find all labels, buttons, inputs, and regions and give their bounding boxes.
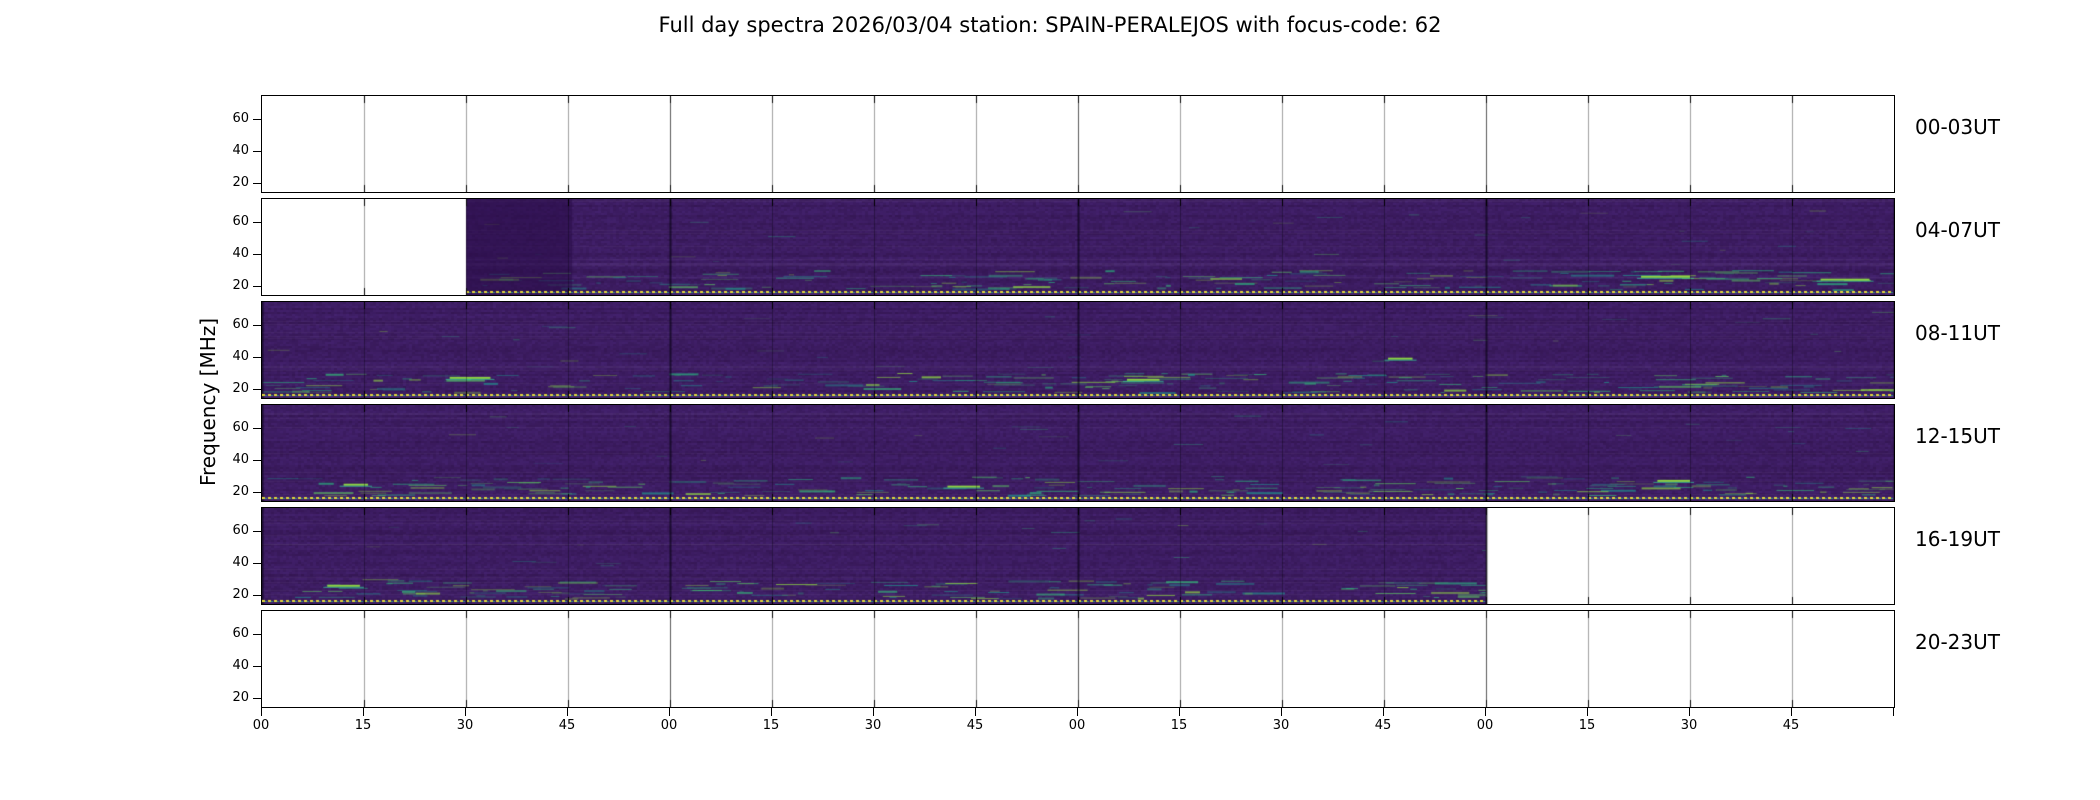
y-tick-label: 20 — [232, 381, 249, 396]
y-tick-label: 20 — [232, 484, 249, 499]
x-tick — [1689, 708, 1690, 716]
y-tick — [253, 698, 261, 699]
x-tick — [261, 708, 262, 716]
y-tick-label: 60 — [232, 523, 249, 538]
y-tick-label: 60 — [232, 214, 249, 229]
y-tick-label: 20 — [232, 690, 249, 705]
panel-time-label: 04-07UT — [1915, 218, 2000, 242]
x-tick-label: 30 — [1680, 718, 1698, 733]
panel-time-label: 12-15UT — [1915, 424, 2000, 448]
y-tick-label: 40 — [232, 452, 249, 467]
y-tick-label: 60 — [232, 626, 249, 641]
y-tick — [253, 563, 261, 564]
panel-time-label: 00-03UT — [1915, 115, 2000, 139]
panel-time-label: 16-19UT — [1915, 527, 2000, 551]
x-tick — [1383, 708, 1384, 716]
spectrogram-canvas — [262, 199, 1894, 295]
y-tick — [253, 119, 261, 120]
x-tick — [1587, 708, 1588, 716]
y-tick-label: 40 — [232, 143, 249, 158]
y-tick-label: 40 — [232, 246, 249, 261]
y-tick — [253, 183, 261, 184]
y-tick — [253, 666, 261, 667]
x-tick-label: 15 — [354, 718, 372, 733]
y-tick — [253, 325, 261, 326]
x-tick-label: 00 — [1476, 718, 1494, 733]
spectrogram-panel-16-19ut — [261, 507, 1895, 605]
y-tick — [253, 634, 261, 635]
x-tick — [1485, 708, 1486, 716]
y-tick — [253, 357, 261, 358]
spectrogram-panel-12-15ut — [261, 404, 1895, 502]
x-tick-label: 00 — [1068, 718, 1086, 733]
spectrogram-canvas — [262, 96, 1894, 192]
y-tick — [253, 531, 261, 532]
y-tick-label: 40 — [232, 349, 249, 364]
y-tick — [253, 389, 261, 390]
y-tick-label: 20 — [232, 278, 249, 293]
y-tick — [253, 428, 261, 429]
y-tick-label: 60 — [232, 317, 249, 332]
y-tick-label: 60 — [232, 111, 249, 126]
y-tick — [253, 286, 261, 287]
spectrogram-panel-00-03ut — [261, 95, 1895, 193]
y-tick-label: 20 — [232, 587, 249, 602]
y-tick-label: 40 — [232, 555, 249, 570]
x-tick-label: 45 — [1374, 718, 1392, 733]
x-tick-label: 45 — [1782, 718, 1800, 733]
spectrogram-panel-08-11ut — [261, 301, 1895, 399]
panel-time-label: 20-23UT — [1915, 630, 2000, 654]
y-tick — [253, 492, 261, 493]
y-tick — [253, 151, 261, 152]
x-tick-label: 00 — [252, 718, 270, 733]
x-tick-label: 30 — [1272, 718, 1290, 733]
x-tick-label: 30 — [864, 718, 882, 733]
panel-time-label: 08-11UT — [1915, 321, 2000, 345]
y-tick — [253, 460, 261, 461]
spectrogram-canvas — [262, 508, 1894, 604]
x-tick — [1893, 708, 1894, 716]
spectrogram-canvas — [262, 405, 1894, 501]
chart-title: Full day spectra 2026/03/04 station: SPA… — [658, 13, 1442, 37]
x-tick-label: 45 — [558, 718, 576, 733]
x-tick-label: 30 — [456, 718, 474, 733]
x-tick — [873, 708, 874, 716]
x-tick-label: 15 — [1578, 718, 1596, 733]
x-tick — [975, 708, 976, 716]
spectrogram-panel-04-07ut — [261, 198, 1895, 296]
y-tick-label: 60 — [232, 420, 249, 435]
x-tick — [1281, 708, 1282, 716]
spectrogram-canvas — [262, 302, 1894, 398]
x-tick-label: 15 — [762, 718, 780, 733]
x-tick — [1077, 708, 1078, 716]
x-tick — [771, 708, 772, 716]
spectrogram-canvas — [262, 611, 1894, 707]
x-tick-label: 15 — [1170, 718, 1188, 733]
x-tick-label: 45 — [966, 718, 984, 733]
y-tick — [253, 222, 261, 223]
y-tick — [253, 595, 261, 596]
x-tick — [465, 708, 466, 716]
x-tick — [363, 708, 364, 716]
x-tick — [669, 708, 670, 716]
x-tick — [1179, 708, 1180, 716]
y-tick — [253, 254, 261, 255]
x-tick-label: 00 — [660, 718, 678, 733]
x-tick — [567, 708, 568, 716]
spectrogram-panel-20-23ut — [261, 610, 1895, 708]
y-tick-label: 20 — [232, 175, 249, 190]
x-tick — [1791, 708, 1792, 716]
y-tick-label: 40 — [232, 658, 249, 673]
